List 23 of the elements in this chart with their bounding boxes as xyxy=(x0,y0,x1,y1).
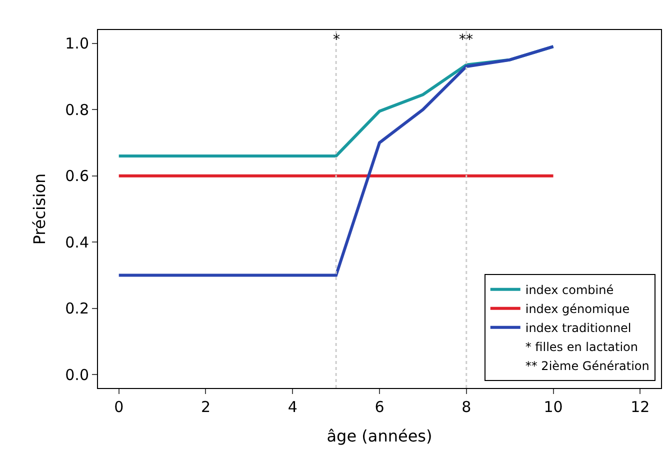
text: ** 2ième Génération xyxy=(525,359,650,374)
x-tick-label: 10 xyxy=(544,398,563,416)
x-tick-label: 6 xyxy=(374,398,384,416)
x-tick-label: 12 xyxy=(630,398,650,416)
x-tick-label: 0 xyxy=(114,398,124,416)
legend-label: index traditionnel xyxy=(525,321,632,336)
text: * filles en lactation xyxy=(525,340,638,354)
ref-line-label: ** xyxy=(459,32,473,48)
y-tick-label: 0.4 xyxy=(65,233,89,252)
legend-label: index combiné xyxy=(525,283,614,298)
x-tick-label: 2 xyxy=(200,398,211,416)
legend-label: index génomique xyxy=(525,302,630,316)
y-tick-label: 0.0 xyxy=(65,366,89,384)
line-series xyxy=(117,45,555,277)
y-tick-label: 0.2 xyxy=(65,300,89,318)
x-tick-label: 4 xyxy=(288,398,298,416)
y-tick-label: 0.8 xyxy=(65,100,89,119)
y-tick-label: 0.6 xyxy=(65,167,89,186)
y-axis-title: Précision xyxy=(30,173,50,245)
y-tick-label: 1.0 xyxy=(65,34,89,53)
x-axis-title: âge (années) xyxy=(326,426,432,446)
x-tick-label: 8 xyxy=(462,398,472,416)
ref-line-label: * xyxy=(333,32,340,48)
